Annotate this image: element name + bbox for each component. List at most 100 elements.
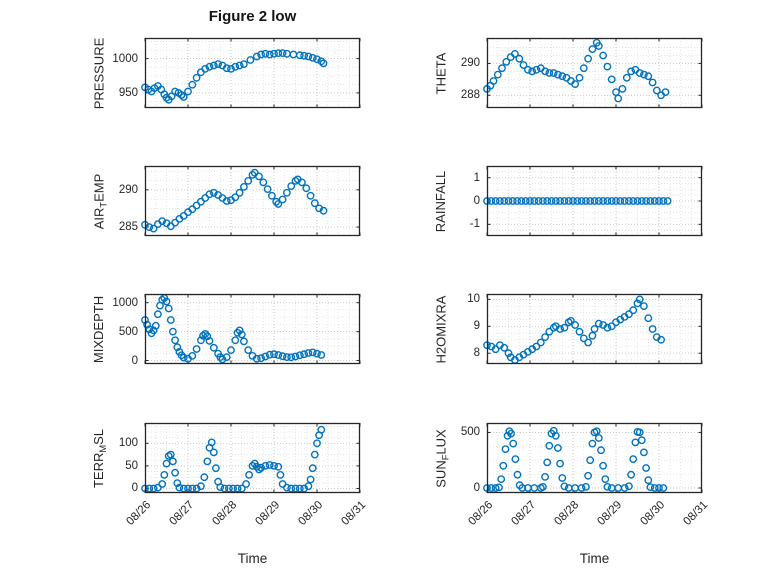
data-point <box>214 60 223 68</box>
y-tick-label: 100 <box>118 437 138 450</box>
data-point <box>603 197 612 205</box>
data-point <box>633 197 642 205</box>
data-point <box>545 327 554 336</box>
data-point <box>597 446 605 455</box>
data-point <box>278 49 287 58</box>
data-point <box>661 88 670 96</box>
data-point <box>268 191 276 200</box>
data-point <box>231 336 240 345</box>
data-point <box>603 323 612 332</box>
data-point <box>233 484 242 493</box>
data-point <box>235 326 244 335</box>
data-point <box>507 429 515 438</box>
data-point <box>528 67 537 76</box>
data-point <box>244 176 253 185</box>
data-point <box>627 67 636 76</box>
ylabel-text: THETA <box>433 52 449 94</box>
data-point <box>639 70 648 79</box>
data-point <box>315 204 324 213</box>
data-point <box>177 91 186 99</box>
data-point <box>212 464 220 473</box>
data-point <box>500 197 509 205</box>
data-point <box>495 197 504 205</box>
data-point <box>270 350 278 359</box>
y-tick-label: 10 <box>467 293 480 306</box>
data-point <box>192 201 201 210</box>
data-point <box>498 64 506 73</box>
data-points <box>483 197 672 205</box>
data-point <box>502 57 511 66</box>
data-point <box>166 316 175 324</box>
x-tick-label: 08/26 <box>124 499 154 528</box>
data-point <box>646 197 655 205</box>
data-point <box>491 484 500 492</box>
x-tick-label: 08/28 <box>210 499 240 528</box>
data-point <box>184 484 192 493</box>
data-point <box>594 197 603 205</box>
data-point <box>571 321 580 329</box>
data-point <box>227 346 235 354</box>
data-point <box>639 302 648 311</box>
data-point <box>179 353 188 362</box>
data-point <box>265 50 274 59</box>
data-point <box>556 325 565 333</box>
data-point <box>188 80 197 89</box>
data-point <box>551 431 560 440</box>
data-point <box>244 346 253 354</box>
axes-background <box>145 423 360 493</box>
data-point <box>274 200 283 208</box>
data-point <box>510 49 519 58</box>
x-tick-label: 08/30 <box>296 499 326 528</box>
data-point <box>201 330 210 338</box>
data-point <box>545 441 554 450</box>
data-point <box>177 351 186 360</box>
ylabel-text: AIR <box>91 207 107 229</box>
plot-area-h2omixra <box>483 293 703 365</box>
y-tick-label: 1000 <box>112 52 138 65</box>
subplot-sun_flux: 0 500 SUNFLUX 08/26 08/27 08/28 08/29 08/30 08/3… <box>434 422 710 566</box>
data-point <box>644 476 653 485</box>
ylabel-text: SUN <box>433 459 449 488</box>
data-point <box>545 69 554 77</box>
data-point <box>287 182 296 190</box>
y-tick-label: 950 <box>118 86 138 99</box>
x-tick-label: 08/31 <box>681 499 711 528</box>
data-point <box>633 299 642 308</box>
data-point <box>637 197 646 205</box>
data-points <box>141 49 328 104</box>
data-point <box>257 50 266 59</box>
axes-box <box>486 422 703 494</box>
ylabel-text: MIXDEPTH <box>91 295 107 363</box>
data-point <box>648 325 657 333</box>
data-point <box>225 484 233 493</box>
data-point <box>586 456 595 465</box>
data-point <box>220 484 229 493</box>
data-point <box>584 54 593 63</box>
data-point <box>569 197 577 205</box>
data-point <box>160 471 169 479</box>
data-point <box>227 64 235 73</box>
data-point <box>319 59 328 68</box>
data-point <box>240 60 248 68</box>
data-point <box>218 355 227 364</box>
data-point <box>599 461 608 470</box>
data-point <box>554 70 562 79</box>
data-point <box>300 484 309 493</box>
data-point <box>635 295 644 304</box>
data-point <box>582 483 590 491</box>
data-point <box>532 65 541 74</box>
data-point <box>149 326 158 335</box>
data-point <box>310 450 319 459</box>
y-axis-label-sun_flux: SUNFLUX <box>433 429 451 488</box>
data-point <box>588 331 597 340</box>
data-point <box>270 49 278 58</box>
data-point <box>153 310 162 319</box>
y-axis-label-air_temp: AIRTEMP <box>91 173 109 229</box>
ylabel-text: PRESSURE <box>91 37 107 109</box>
data-point <box>168 457 177 466</box>
data-point <box>270 462 278 470</box>
data-point <box>287 353 296 362</box>
data-point <box>518 484 527 492</box>
y-tick-label: 0 <box>473 482 480 494</box>
data-point <box>162 93 171 102</box>
